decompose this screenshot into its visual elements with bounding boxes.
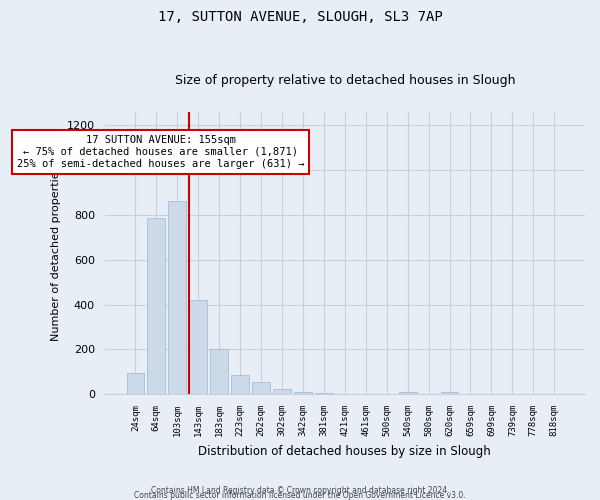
Bar	[210, 350, 228, 394]
Text: Contains HM Land Registry data © Crown copyright and database right 2024.: Contains HM Land Registry data © Crown c…	[151, 486, 449, 495]
Text: 17 SUTTON AVENUE: 155sqm
← 75% of detached houses are smaller (1,871)
25% of sem: 17 SUTTON AVENUE: 155sqm ← 75% of detach…	[17, 136, 304, 168]
Bar	[127, 373, 145, 394]
Title: Size of property relative to detached houses in Slough: Size of property relative to detached ho…	[175, 74, 515, 87]
Bar	[252, 382, 270, 394]
Text: 17, SUTTON AVENUE, SLOUGH, SL3 7AP: 17, SUTTON AVENUE, SLOUGH, SL3 7AP	[158, 10, 442, 24]
Y-axis label: Number of detached properties: Number of detached properties	[51, 166, 61, 340]
Bar	[169, 202, 186, 394]
Bar	[440, 392, 458, 394]
Bar	[399, 392, 416, 394]
Bar	[273, 388, 291, 394]
Bar	[294, 392, 312, 394]
Text: Contains public sector information licensed under the Open Government Licence v3: Contains public sector information licen…	[134, 491, 466, 500]
X-axis label: Distribution of detached houses by size in Slough: Distribution of detached houses by size …	[199, 444, 491, 458]
Bar	[148, 218, 165, 394]
Bar	[190, 300, 207, 394]
Bar	[315, 393, 333, 394]
Bar	[231, 375, 249, 394]
